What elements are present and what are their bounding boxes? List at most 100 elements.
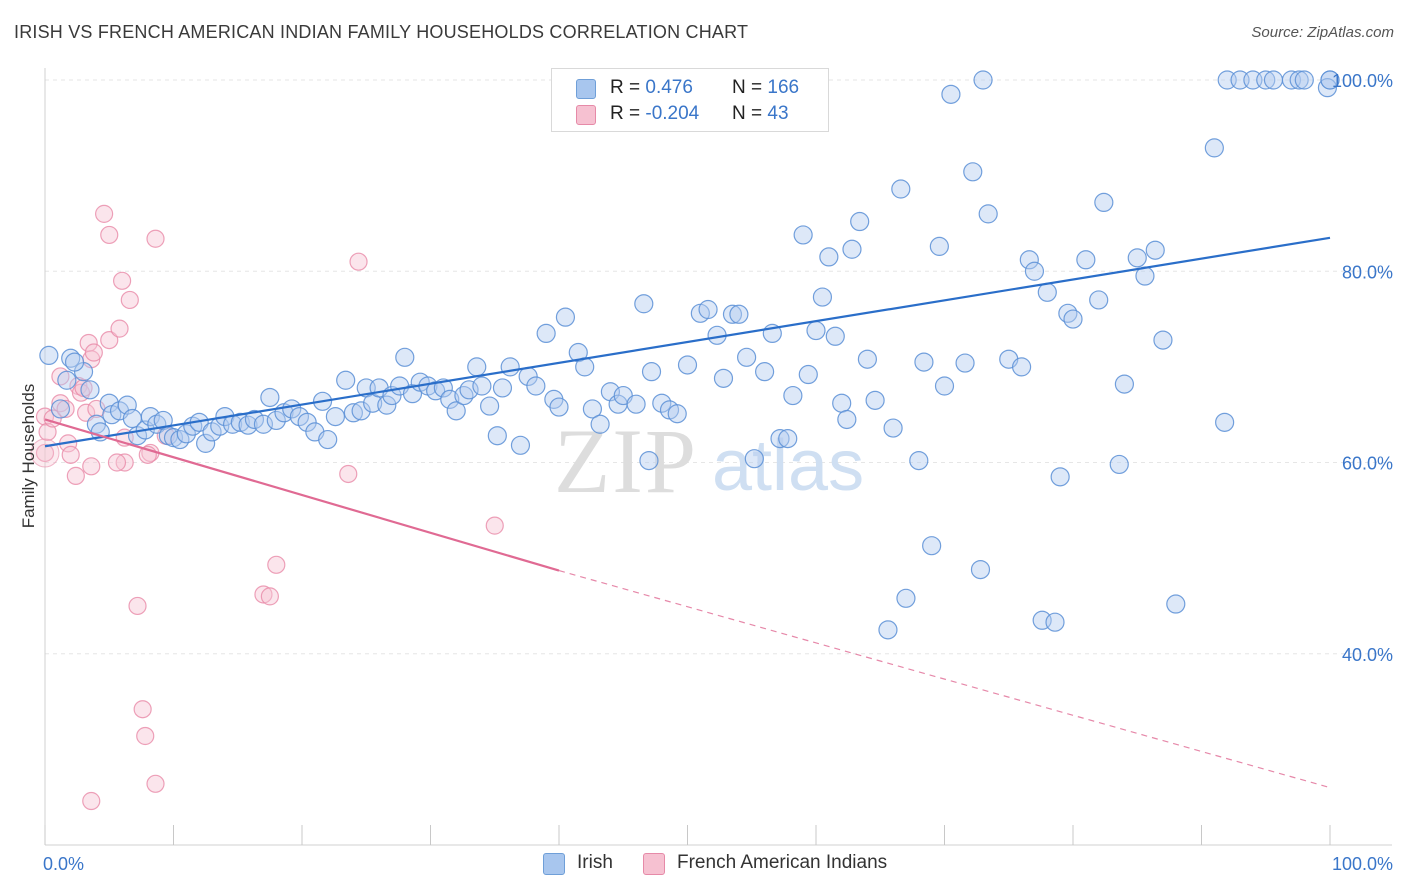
legend: R = 0.476 N = 166 R = -0.204 N = 43 (551, 68, 829, 132)
data-point-irish (929, 236, 949, 256)
data-point-french (66, 466, 85, 485)
data-point-french (100, 331, 119, 350)
data-point-irish (837, 409, 857, 430)
data-point-irish (1094, 192, 1114, 212)
data-point-french (112, 271, 132, 290)
data-point-irish (1289, 70, 1309, 90)
data-point-irish (896, 588, 916, 608)
data-point-irish (626, 394, 646, 414)
data-point-irish (454, 385, 474, 406)
legend-r: R = 0.476 (610, 77, 693, 99)
data-point-irish (1024, 261, 1045, 281)
data-point-irish (1153, 330, 1173, 350)
x-tick-label: 0.0% (43, 854, 84, 874)
data-point-irish (914, 352, 934, 372)
bottom-legend-label-french: French American Indians (677, 852, 888, 873)
trend-lines (44, 236, 1331, 789)
data-point-irish (842, 239, 862, 259)
legend-n-label: N = (732, 77, 768, 98)
chart-source: Source: ZipAtlas.com (1251, 24, 1394, 41)
data-point-irish (1019, 250, 1039, 270)
data-point-irish (1089, 290, 1109, 310)
data-point-french (61, 445, 80, 464)
data-point-irish (1127, 248, 1147, 268)
chart-title: IRISH VS FRENCH AMERICAN INDIAN FAMILY H… (14, 22, 749, 42)
data-point-irish (1045, 612, 1065, 632)
data-point-irish (891, 179, 911, 199)
legend-swatch-french (576, 105, 596, 125)
bottom-legend-label-irish: Irish (577, 852, 613, 873)
data-point-french (95, 204, 114, 223)
legend-n: N = 166 (732, 77, 799, 99)
data-point-french (107, 453, 127, 472)
data-point-french (56, 399, 75, 419)
bottom-legend: Irish French American Indians (0, 852, 1406, 878)
data-point-french (82, 791, 101, 811)
data-point-irish (819, 247, 839, 267)
data-point-irish (266, 410, 286, 431)
data-point-irish (318, 429, 338, 450)
data-point-irish (510, 435, 531, 455)
legend-r: R = -0.204 (610, 103, 699, 125)
data-point-irish (500, 357, 520, 377)
data-point-irish (260, 387, 280, 408)
data-point-irish (978, 204, 998, 224)
data-point-irish (64, 352, 85, 372)
data-point-irish (1263, 70, 1284, 90)
data-point-irish (652, 393, 672, 413)
data-point-irish (883, 418, 903, 438)
grid-lines (45, 79, 1392, 655)
data-point-irish (744, 449, 764, 469)
y-tick-label: 40.0% (1342, 645, 1393, 665)
y-tick-label: 80.0% (1342, 262, 1393, 282)
data-point-irish (202, 422, 222, 442)
source-site: ZipAtlas.com (1307, 24, 1394, 41)
data-point-french (260, 587, 279, 606)
data-point-irish (480, 396, 500, 416)
data-point-irish (582, 399, 603, 419)
data-point-french (146, 229, 165, 248)
data-point-irish (1166, 594, 1186, 614)
data-point-irish (634, 294, 654, 314)
data-point-irish (57, 370, 77, 390)
data-point-irish (140, 407, 160, 427)
data-point-irish (1050, 467, 1070, 487)
legend-n-label: N = (732, 103, 768, 124)
trend-line-french-extrapolated (558, 569, 1331, 789)
data-point-irish (793, 225, 813, 245)
data-point-french (128, 596, 147, 616)
data-point-irish (351, 401, 371, 421)
data-point-irish (61, 348, 81, 368)
series-french-american-indians (30, 204, 504, 811)
legend-n-value: 43 (767, 103, 789, 124)
x-tick-label: 100.0% (1332, 854, 1393, 874)
data-point-irish (153, 410, 173, 431)
data-point-french (38, 422, 57, 441)
data-point-irish (737, 347, 757, 367)
legend-r-label: R = (610, 77, 646, 98)
data-point-irish (467, 357, 487, 377)
data-point-irish (832, 393, 852, 413)
data-point-french (35, 443, 55, 463)
data-point-french (51, 394, 70, 413)
data-point-irish (850, 211, 870, 232)
data-point-irish (440, 389, 460, 409)
data-point-irish (677, 355, 698, 375)
data-point-french (82, 457, 101, 476)
data-point-irish (934, 376, 955, 396)
data-point-french (339, 464, 358, 484)
data-point-french (254, 585, 273, 604)
data-point-irish (1011, 357, 1032, 377)
data-point-irish (722, 304, 743, 324)
data-point-irish (336, 370, 356, 390)
data-point-french (51, 367, 70, 386)
data-point-irish (343, 403, 363, 423)
data-point-french (349, 252, 368, 271)
data-point-irish (536, 323, 556, 344)
data-point-irish (289, 407, 310, 427)
data-point-irish (377, 395, 397, 415)
data-point-irish (1294, 70, 1314, 90)
data-point-irish (526, 376, 546, 396)
data-point-irish (713, 368, 734, 388)
data-point-french (100, 225, 119, 245)
